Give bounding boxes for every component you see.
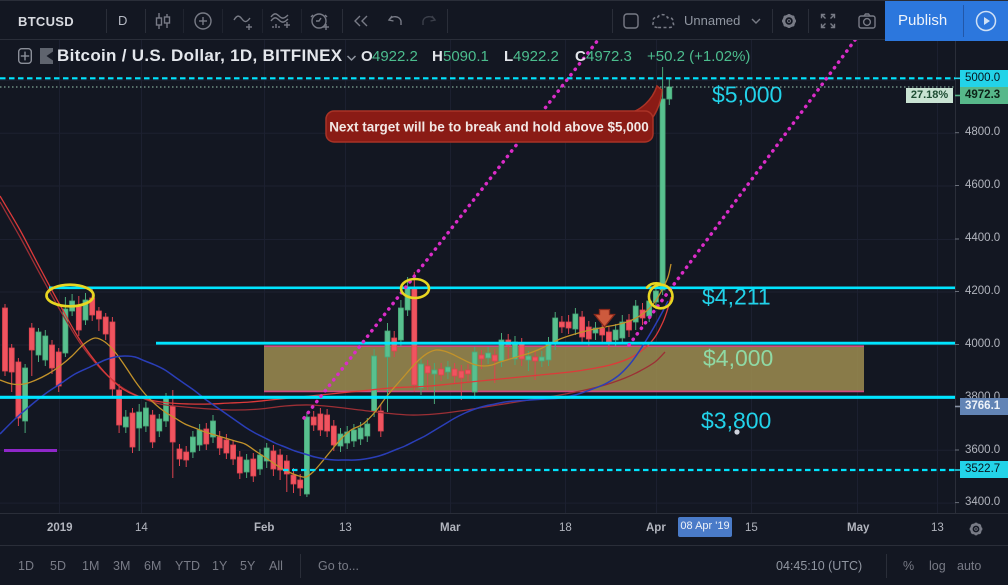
svg-text:$4,211: $4,211 bbox=[702, 284, 771, 310]
svg-text:$3,800: $3,800 bbox=[701, 408, 771, 434]
svg-text:$4,000: $4,000 bbox=[703, 345, 773, 371]
svg-text:$5,000: $5,000 bbox=[712, 82, 782, 108]
svg-text:Next target will be to break a: Next target will be to break and hold ab… bbox=[329, 120, 649, 135]
